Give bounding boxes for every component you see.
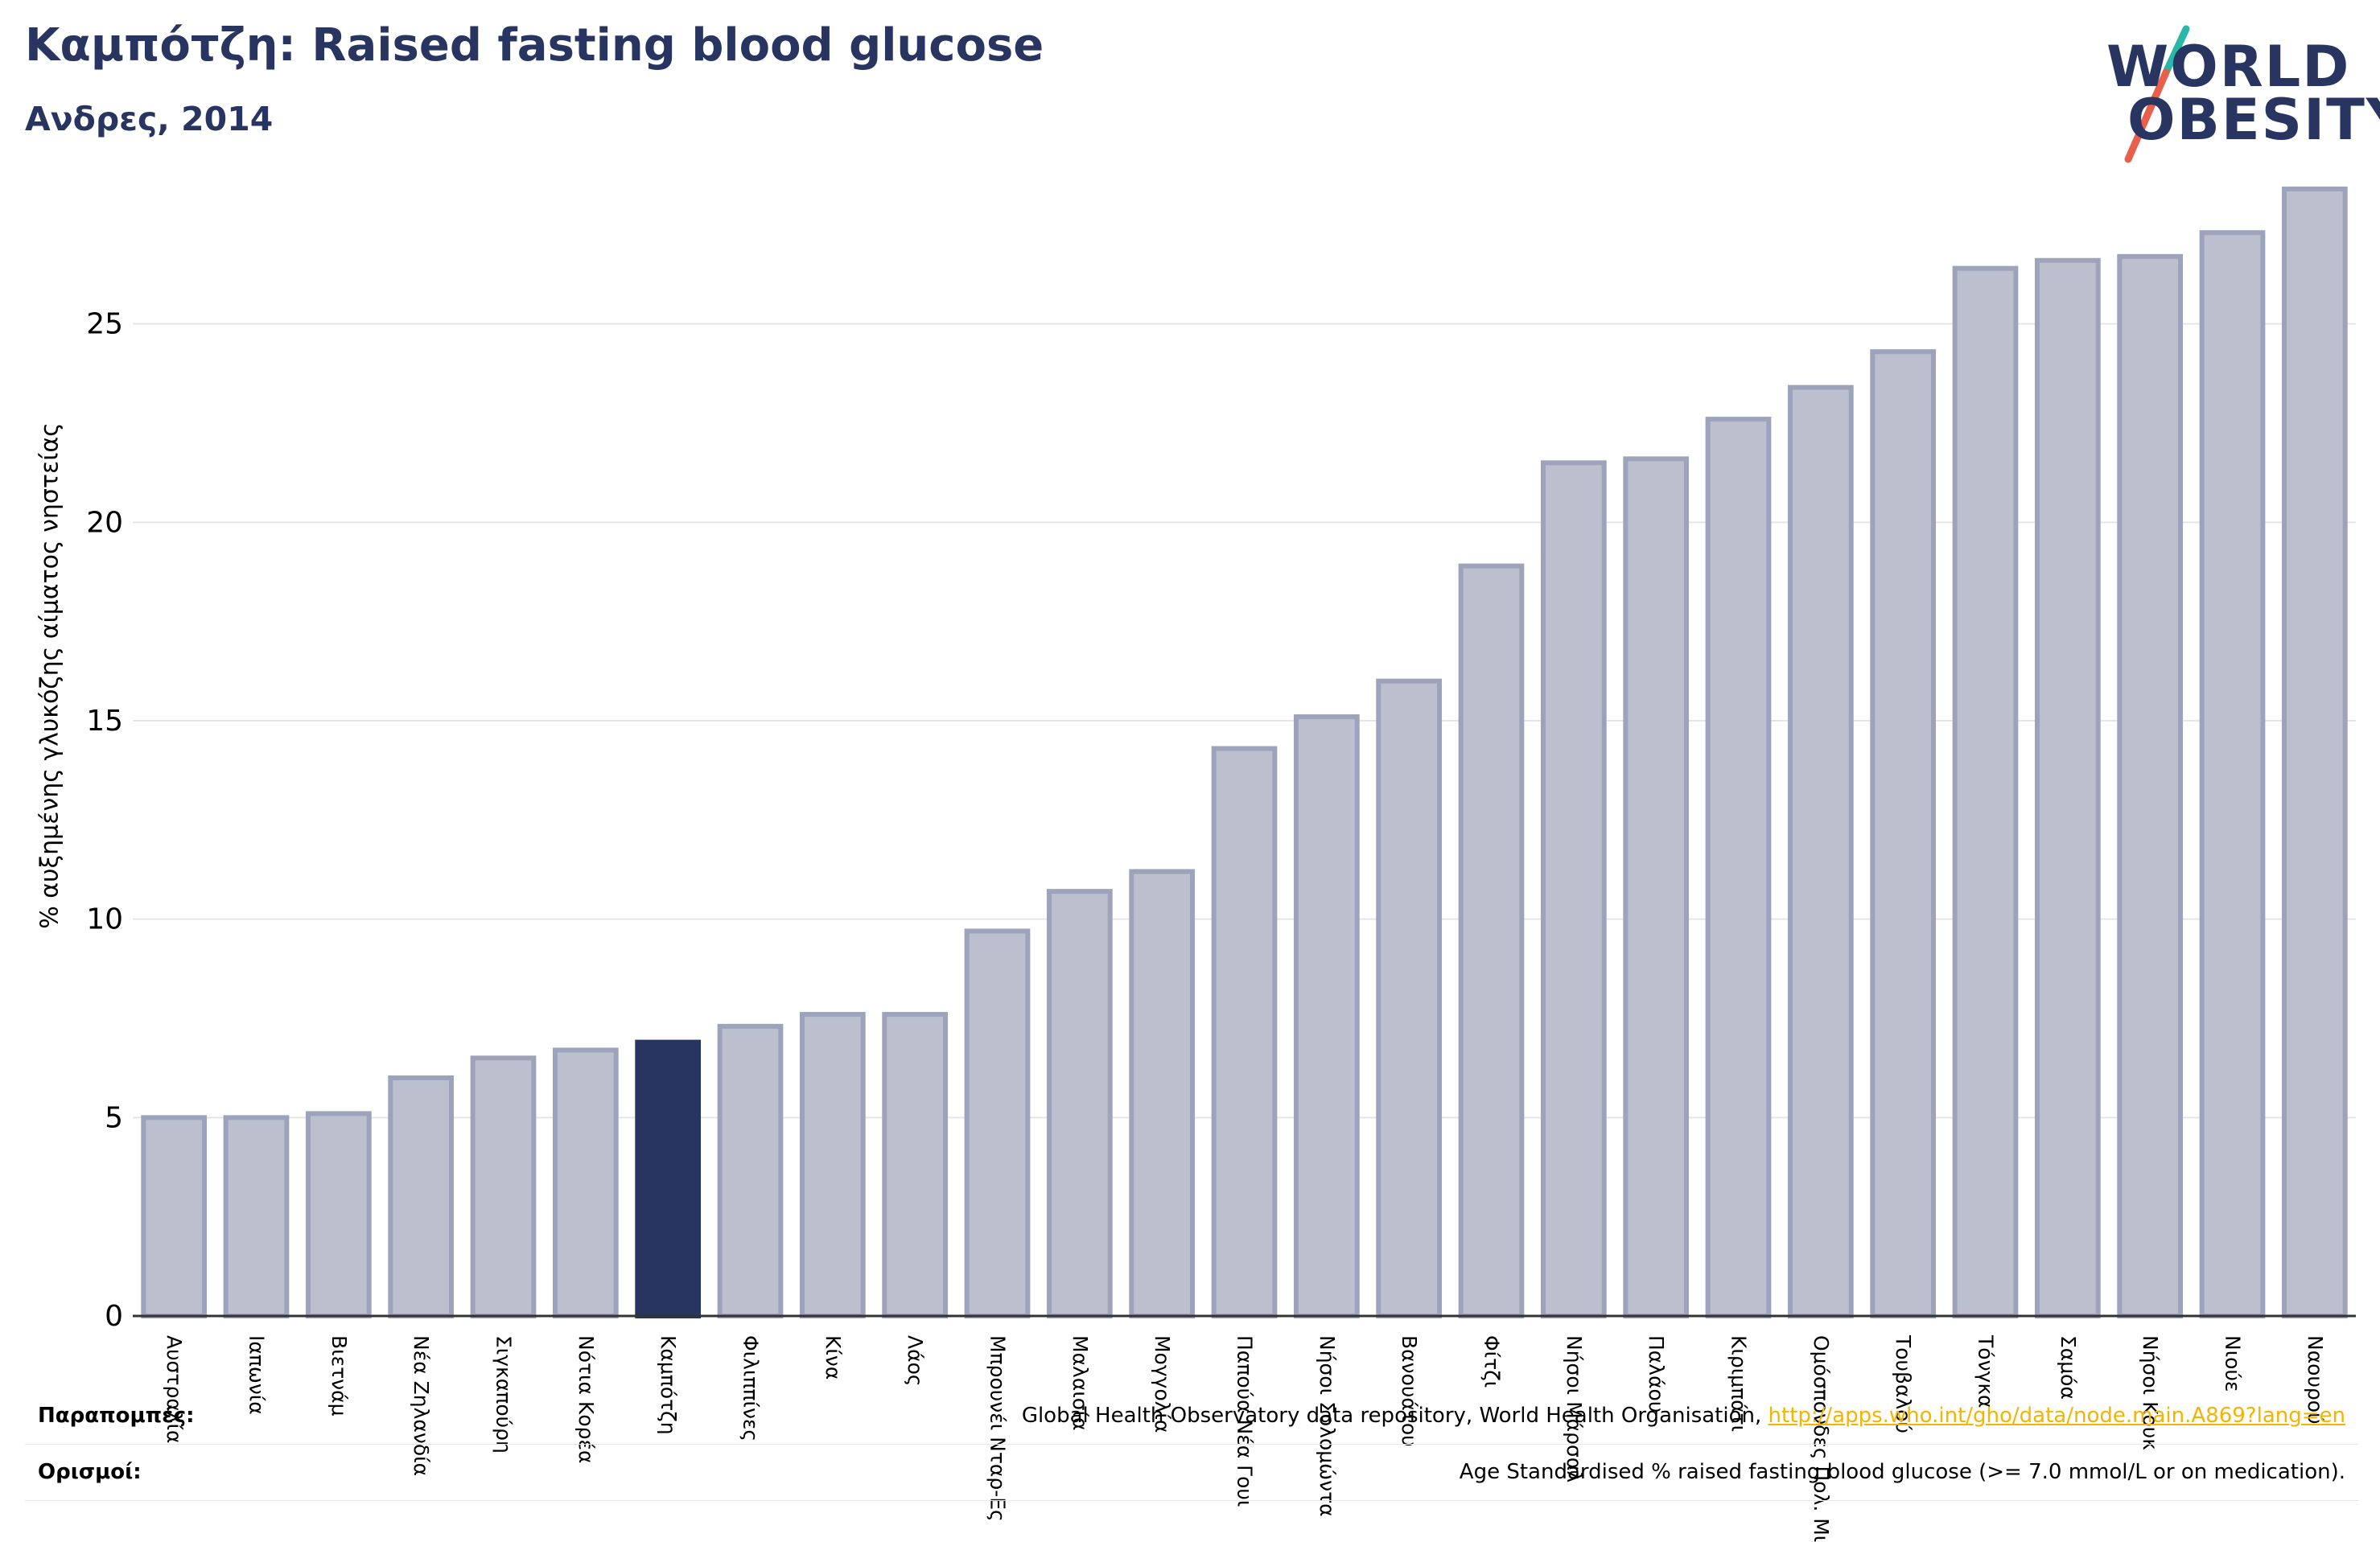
x-tick-label: Νήσοι Σολομώντα — [1316, 1335, 1339, 1517]
bar — [2199, 230, 2266, 1319]
x-tick-label: Βιετνάμ — [327, 1335, 351, 1417]
x-tick-label: Ναουρού — [2304, 1335, 2327, 1425]
bar — [141, 1115, 208, 1319]
x-tick-label: Φιλιππίνες — [739, 1335, 763, 1441]
bar — [1376, 678, 1443, 1318]
bar — [2117, 253, 2184, 1318]
x-tick-label: Φίτζι — [1480, 1335, 1504, 1388]
x-tick-label: Παλάου — [1645, 1335, 1668, 1412]
bar — [882, 1012, 949, 1318]
x-tick-label: Βανουάτου — [1398, 1335, 1421, 1447]
definitions-row: Ορισμοί: Age Standardised % raised fasti… — [25, 1444, 2358, 1501]
x-tick-label: Σαμόα — [2057, 1335, 2080, 1400]
bar — [552, 1047, 619, 1318]
x-tick-label: Νότια Κορέα — [574, 1335, 598, 1464]
x-tick-label: Νιούε — [2221, 1335, 2245, 1392]
bar — [1129, 869, 1196, 1318]
x-tick-label: Σιγκαπούρη — [492, 1335, 516, 1454]
references-source: Global Health Observatory data repositor… — [1021, 1404, 1769, 1428]
bar-highlight — [635, 1039, 702, 1318]
bar — [1705, 417, 1772, 1318]
y-tick-label: 25 — [86, 308, 123, 341]
x-tick-label: Αυστραλία — [163, 1335, 186, 1444]
x-tick-label: Καμπότζη — [657, 1335, 680, 1435]
bar — [717, 1023, 784, 1319]
references-label: Παραπομπές: — [38, 1404, 195, 1428]
chart-title: Καμπότζη: Raised fasting blood glucose — [25, 19, 1044, 72]
logo-word-world: WORLD — [2106, 34, 2351, 100]
y-tick-labels: 0 5 10 15 20 25 — [86, 308, 123, 1333]
y-tick-label: 20 — [86, 506, 123, 539]
bar — [2034, 257, 2101, 1319]
bar — [388, 1075, 455, 1318]
x-tick-label: Νέα Ζηλανδία — [410, 1335, 433, 1476]
bar — [1952, 265, 2019, 1319]
x-tick-label: Ιαπωνία — [245, 1335, 269, 1415]
y-tick-label: 10 — [86, 903, 123, 936]
bar — [1458, 563, 1525, 1318]
chart-subtitle: Ανδρες, 2014 — [25, 100, 274, 138]
bar — [1623, 456, 1690, 1318]
y-tick-label: 5 — [105, 1101, 123, 1134]
x-tick-label: Κίνα — [821, 1335, 845, 1380]
world-obesity-logo: WORLD OBESITY — [2092, 24, 2380, 169]
bar — [964, 928, 1031, 1318]
y-tick-label: 15 — [86, 705, 123, 738]
x-tick-label: Παπούα Νέα Γουι — [1233, 1335, 1257, 1507]
x-tick-label: Νήσοι Μάρσαλ — [1563, 1335, 1586, 1482]
bar — [1787, 384, 1854, 1319]
y-tick-label: 0 — [105, 1300, 123, 1333]
x-tick-labels: Αυστραλία Ιαπωνία Βιετνάμ Νέα Ζηλανδία Σιγκα… — [163, 1334, 2327, 1542]
references-text: Global Health Observatory data repositor… — [1022, 1404, 2345, 1428]
x-tick-label: Νήσοι Κουκ — [2139, 1335, 2162, 1450]
bar — [1211, 746, 1278, 1318]
bar — [799, 1012, 866, 1318]
bar — [1870, 349, 1937, 1319]
x-tick-label: Κιριμπάτι — [1727, 1335, 1751, 1432]
bar — [2281, 186, 2348, 1318]
bar — [1046, 889, 1113, 1318]
references-row: Παραπομπές: Global Health Observatory da… — [25, 1388, 2358, 1445]
bar — [223, 1115, 290, 1319]
x-tick-label: Μπρουνέι Νταρ-Ες — [986, 1335, 1010, 1522]
bar — [470, 1055, 537, 1319]
definitions-text: Age Standardised % raised fasting blood … — [1459, 1460, 2345, 1484]
references-link[interactable]: http://apps.who.int/gho/data/node.main.A… — [1768, 1404, 2345, 1428]
bars — [141, 186, 2348, 1319]
bar — [1293, 714, 1360, 1318]
bar — [1540, 460, 1607, 1318]
x-tick-label: Λάος — [904, 1335, 927, 1387]
definitions-label: Ορισμοί: — [38, 1460, 142, 1484]
logo-word-obesity: OBESITY — [2127, 87, 2380, 153]
x-tick-label: Μογγολία — [1151, 1335, 1174, 1433]
x-tick-label: Μαλαισία — [1069, 1335, 1092, 1431]
bar — [305, 1111, 372, 1319]
logo-slash-icon — [2124, 25, 2190, 163]
x-tick-label: Τουβαλού — [1892, 1334, 1915, 1433]
x-tick-label: Ομόσπονδες Πολ. Μικρ — [1810, 1335, 1833, 1542]
x-tick-label: Τόνγκα — [1974, 1334, 1998, 1408]
